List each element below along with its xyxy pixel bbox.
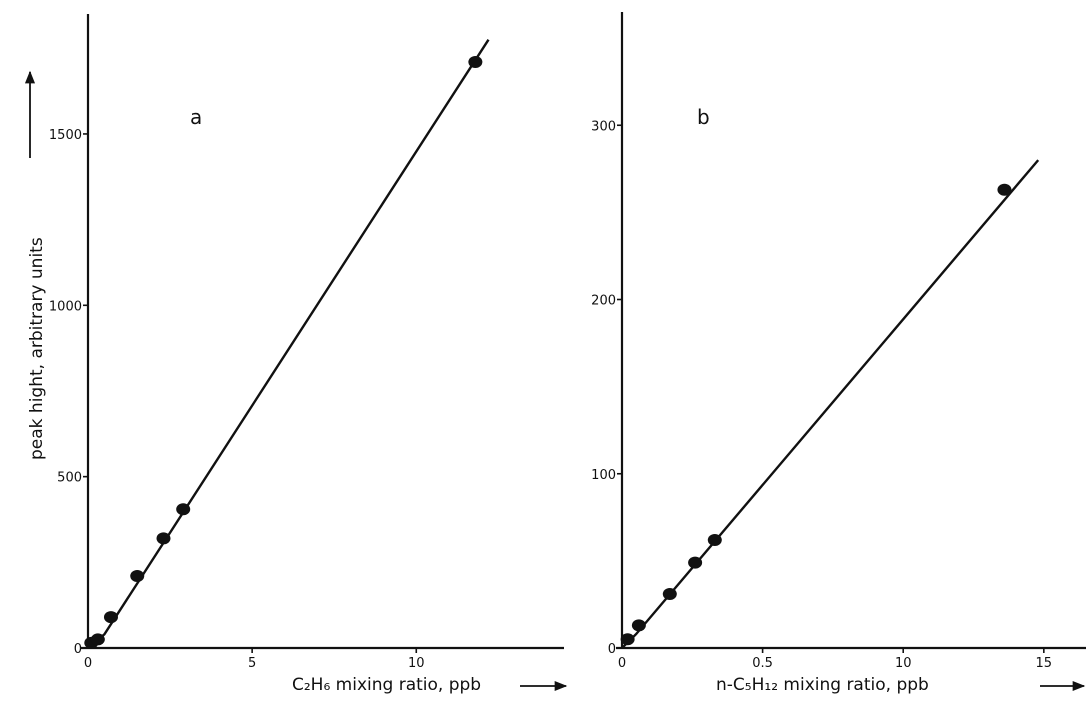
chart-panel-a: 0 500 1000 1500 0 5 10 <box>49 14 564 671</box>
fit-line-a <box>87 39 490 649</box>
data-point-a-2 <box>103 611 118 624</box>
y-tick-label-b-0: 0 <box>608 642 616 657</box>
x-tick-label-a-1: 5 <box>248 656 256 671</box>
x-axis-title-b: n-C₅H₁₂ mixing ratio, ppb <box>716 675 929 695</box>
x-tick-label-a-2: 10 <box>408 656 425 671</box>
y-tick-label-a-0: 0 <box>74 642 82 657</box>
y-tick-label-a-1: 500 <box>57 471 82 486</box>
fit-line-b <box>621 159 1040 649</box>
y-tick-label-b-3: 300 <box>591 119 616 134</box>
y-axis-title-a: peak hight, arbitrary units <box>27 237 47 460</box>
panel-label-a: a <box>190 105 202 129</box>
y-tick-label-a-2: 1000 <box>49 299 82 314</box>
data-point-a-6 <box>468 55 483 68</box>
data-point-b-1 <box>631 619 646 632</box>
x-tick-label-b-3: 15 <box>1036 656 1053 671</box>
y-tick-label-a-3: 1500 <box>49 128 82 143</box>
x-axis-title-a: C₂H₆ mixing ratio, ppb <box>292 675 481 695</box>
data-point-a-3 <box>130 570 145 583</box>
data-point-a-5 <box>176 503 191 516</box>
y-tick-label-b-2: 200 <box>591 294 616 309</box>
chart-panel-b: 0 100 200 300 0 0.5 10 15 <box>591 12 1086 671</box>
data-point-b-3 <box>688 556 703 569</box>
data-point-a-4 <box>156 532 171 545</box>
data-point-b-2 <box>662 587 677 600</box>
data-point-a-1 <box>90 633 105 646</box>
data-point-b-5 <box>997 183 1012 196</box>
y-tick-label-b-1: 100 <box>591 468 616 483</box>
data-point-b-4 <box>707 533 722 546</box>
x-tick-label-b-0: 0 <box>618 656 626 671</box>
x-tick-label-b-2: 10 <box>895 656 912 671</box>
panel-label-a-text: a <box>190 105 202 129</box>
data-point-b-0 <box>620 633 635 646</box>
x-tick-label-a-0: 0 <box>84 656 92 671</box>
panel-label-b: b <box>697 105 710 129</box>
panel-label-b-text: b <box>697 105 710 129</box>
x-tick-label-b-1: 0.5 <box>752 656 773 671</box>
